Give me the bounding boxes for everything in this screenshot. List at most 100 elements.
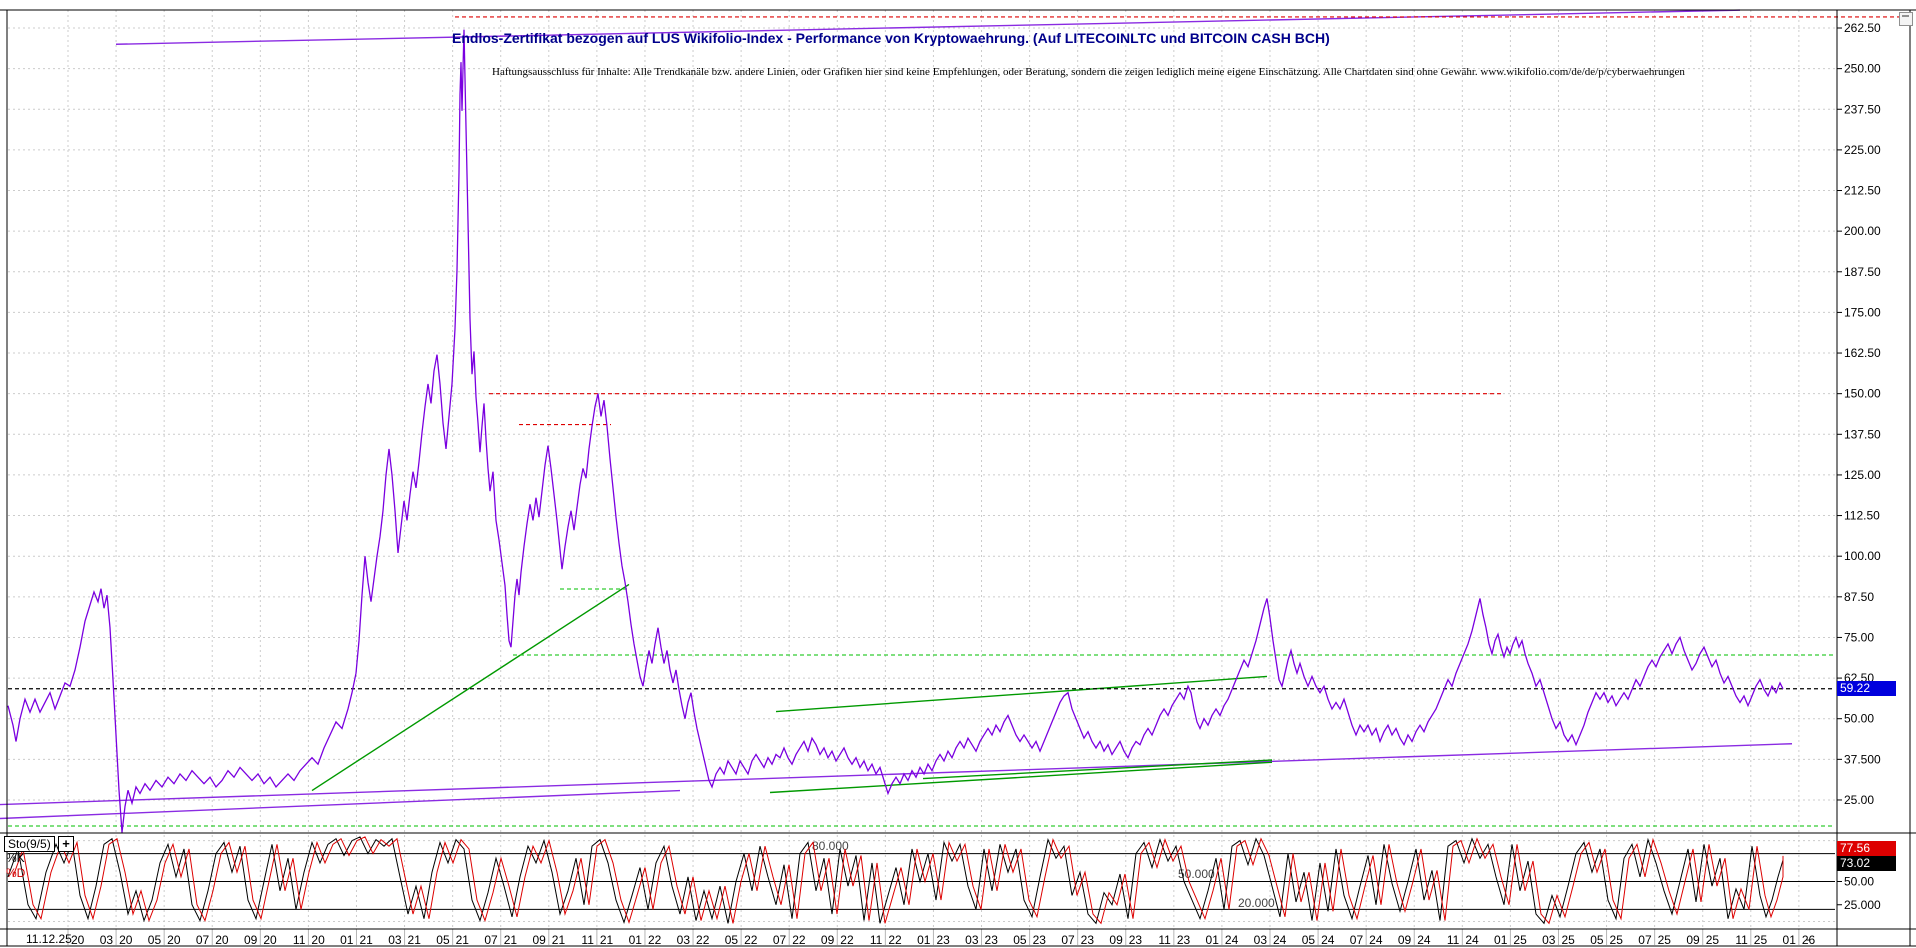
indicator-expand-button[interactable]: + [58,836,74,852]
x-axis-year-label: 25 [1513,933,1527,947]
x-axis-month-label: 11 [870,933,883,947]
x-axis-month-label: 03 [677,933,691,947]
x-axis-year-label: 21 [552,933,566,947]
lower-purple-support [0,743,1793,806]
x-axis-year-label: 23 [1177,933,1191,947]
indicator-name-button[interactable]: Sto(9/5) [4,836,55,852]
x-axis-month-label: 11 [1158,933,1171,947]
x-axis-month-label: 01 [1206,933,1220,947]
x-axis-month-label: 11 [581,933,594,947]
x-axis-month-label: 07 [773,933,787,947]
x-axis-month-label: 05 [1302,933,1316,947]
x-axis-month-label: 05 [436,933,450,947]
x-axis-month-label: 03 [965,933,979,947]
y-axis-tick-label: 162.50 [1844,346,1881,360]
x-axis-year-label: 25 [1706,933,1720,947]
pane-collapse-button[interactable] [1899,12,1913,26]
sto-axis-tick-label: 25.000 [1844,898,1881,912]
x-axis-month-label: 11 [1447,933,1460,947]
x-axis-year-label: 20 [311,933,325,947]
y-axis-tick-label: 200.00 [1844,224,1881,238]
x-axis-month-label: 09 [532,933,546,947]
x-axis-month-label: 11 [293,933,306,947]
green-channel-top [775,675,1268,713]
price-line-series [7,29,1784,833]
x-axis-year-label: 20 [215,933,229,947]
x-axis-year-label: 22 [792,933,806,947]
x-axis-month-label: 07 [1638,933,1652,947]
x-axis-month-label: 01 [1783,933,1797,947]
y-axis-tick-label: 25.00 [1844,793,1874,807]
x-axis-year-label: 21 [504,933,518,947]
stochastic-level-label: 50.000 [1178,867,1215,881]
x-axis-month-label: 11 [1735,933,1748,947]
x-axis-year-label: 22 [744,933,758,947]
stochastic-k-value-badge: 73.02 [1837,856,1896,871]
x-axis-year-label: 23 [936,933,950,947]
x-axis-year-label: 24 [1417,933,1431,947]
x-axis-year-label: 25 [1658,933,1672,947]
stochastic-level-label: 80.000 [812,839,849,853]
x-axis-month-label: 09 [1398,933,1412,947]
y-axis-tick-label: 262.50 [1844,21,1881,35]
x-axis-month-label: 07 [1061,933,1075,947]
x-axis-year-label: 21 [600,933,614,947]
x-axis-month-label: 09 [821,933,835,947]
stochastic-k-legend: %K [6,851,25,865]
x-axis-year-label: 20 [167,933,181,947]
x-axis-month-label: 09 [1686,933,1700,947]
price-pane[interactable] [8,10,1835,833]
x-axis-month-label: 09 [244,933,258,947]
x-axis-year-label: 22 [840,933,854,947]
disclaimer-text: Haftungsausschluss für Inhalte: Alle Tre… [492,66,1685,78]
y-axis-tick-label: 37.500 [1844,752,1881,766]
x-axis-start-date-label: 11.12.25 [26,932,72,946]
x-axis-year-label: 26 [1802,933,1816,947]
x-axis-year-label: 21 [408,933,422,947]
chart-title: Endlos-Zertifikat bezogen auf LUS Wikifo… [452,30,1330,46]
x-axis-year-label: 24 [1465,933,1479,947]
stochastic-d-line [12,836,1784,925]
upper-purple-trendline [115,9,1741,45]
y-axis-tick-label: 125.00 [1844,468,1881,482]
x-axis-year-label: 22 [648,933,662,947]
y-axis-tick-label: 137.50 [1844,427,1881,441]
y-axis-tick-label: 175.00 [1844,305,1881,319]
x-axis-year-label: 24 [1321,933,1335,947]
green-channel-bottom [769,761,1273,794]
x-axis-month-label: 07 [1350,933,1364,947]
x-axis-month-label: 01 [340,933,354,947]
x-axis-year-label: 22 [696,933,710,947]
y-axis-tick-label: 75.00 [1844,630,1874,644]
x-axis-year-label: 24 [1369,933,1383,947]
stochastic-d-legend: %D [6,866,26,880]
x-axis-month-label: 05 [1590,933,1604,947]
lower-purple-support-2 [0,789,681,820]
x-axis-year-label: 21 [456,933,470,947]
x-axis-year-label: 20 [263,933,277,947]
y-axis-tick-label: 212.50 [1844,184,1881,198]
x-axis-month-label: 05 [725,933,739,947]
minimize-icon [1902,15,1909,17]
stochastic-k-line [7,836,1784,925]
x-axis-month-label: 03 [1254,933,1268,947]
x-axis-year-label: 22 [888,933,902,947]
sto-axis-tick-label: 50.00 [1844,875,1874,889]
x-axis-year-label: 24 [1225,933,1239,947]
stochastic-level-label: 20.000 [1238,896,1275,910]
x-axis-month-label: 05 [1013,933,1027,947]
x-axis-year-label: 24 [1273,933,1287,947]
y-axis-tick-label: 150.00 [1844,387,1881,401]
x-axis-month-label: 07 [196,933,210,947]
x-axis-month-label: 03 [1542,933,1556,947]
x-axis-year-label: 23 [985,933,999,947]
y-axis-tick-label: 87.50 [1844,590,1874,604]
y-axis-tick-label: 112.50 [1844,509,1880,523]
x-axis-month-label: 07 [484,933,498,947]
y-axis-tick-label: 100.00 [1844,549,1881,563]
x-axis-year-label: 23 [1081,933,1095,947]
y-axis-tick-label: 50.00 [1844,712,1874,726]
x-axis-month-label: 05 [148,933,162,947]
